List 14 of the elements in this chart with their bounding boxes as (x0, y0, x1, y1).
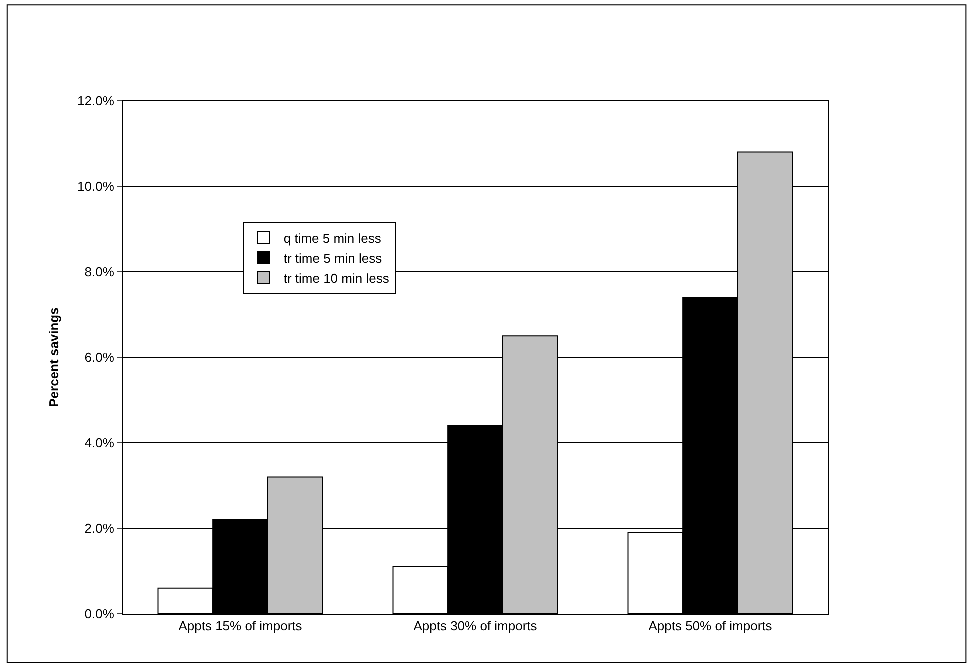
x-tick-label: Appts 15% of imports (178, 618, 303, 634)
x-tick-label: Appts 30% of imports (414, 618, 538, 634)
legend-label: tr time 5 min less (284, 250, 383, 266)
y-axis-title: Percent savings (46, 308, 62, 408)
y-tick-label: 0.0% (84, 606, 115, 622)
y-tick-label: 12.0% (78, 94, 115, 109)
y-tick-label: 2.0% (84, 521, 115, 536)
y-tick-label: 8.0% (84, 264, 115, 280)
x-tick-label: Appts 50% of imports (648, 618, 773, 634)
y-tick-label: 4.0% (84, 436, 115, 451)
legend-label: tr time 10 min less (284, 270, 390, 286)
y-tick-label: 6.0% (84, 350, 115, 366)
y-tick-label: 10.0% (78, 179, 115, 194)
legend-label: q time 5 min less (284, 231, 382, 246)
